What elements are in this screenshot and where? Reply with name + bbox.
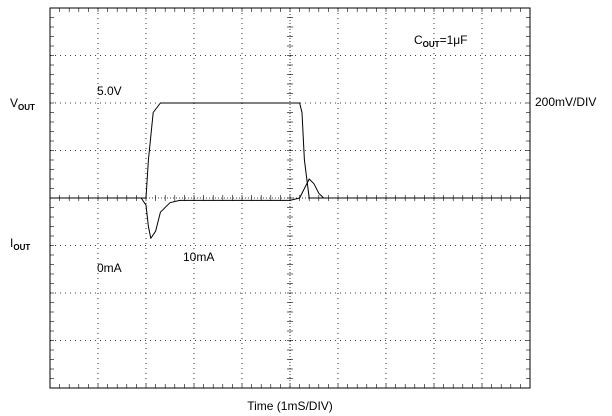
vout-scale-label: 200mV/DIV — [535, 95, 596, 109]
iout-level-label-high: 10mA — [183, 250, 214, 264]
iout-level-label-low: 0mA — [97, 261, 122, 275]
iout-trace — [50, 102, 530, 199]
x-axis-label: Time (1mS/DIV) — [247, 399, 333, 413]
traces — [50, 102, 530, 239]
capacitance-annotation: COUT=1μF — [414, 33, 468, 49]
vout-level-label: 5.0V — [97, 84, 122, 98]
vout-channel-label: VOUT — [10, 96, 35, 112]
iout-channel-label: IOUT — [10, 236, 30, 252]
